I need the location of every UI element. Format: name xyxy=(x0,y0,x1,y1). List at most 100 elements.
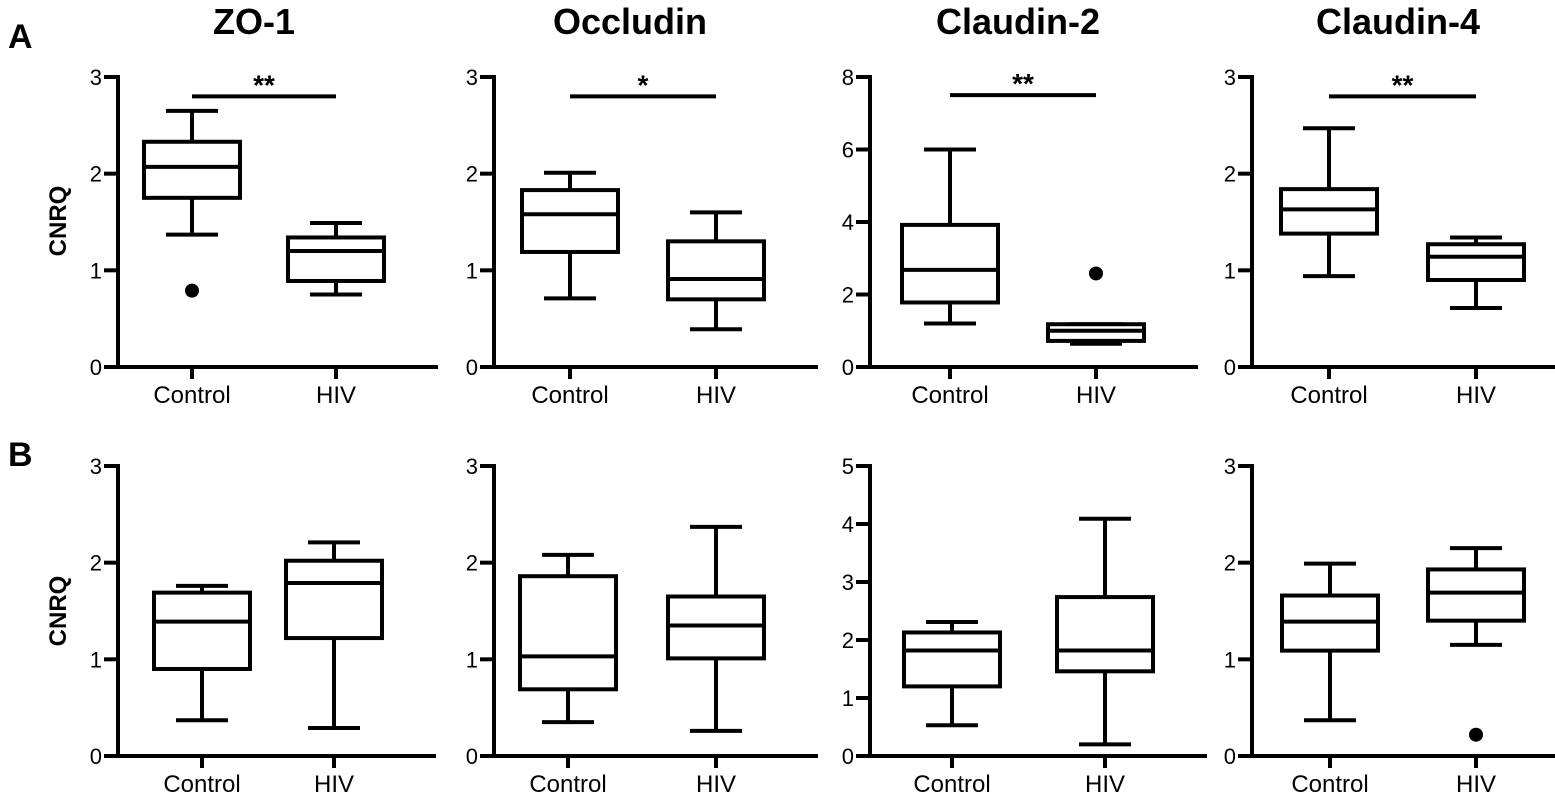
outlier-point xyxy=(1469,727,1483,742)
iqr-box xyxy=(284,558,384,641)
x-tick-label: Control xyxy=(1290,382,1367,409)
iqr-box xyxy=(142,139,242,200)
x-tick-label: HIV xyxy=(316,382,356,409)
y-tick-label: 1 xyxy=(1224,258,1236,283)
y-tick-label: 3 xyxy=(1224,65,1236,90)
box-hiv: HIV xyxy=(1426,546,1526,798)
x-tick-label: Control xyxy=(911,382,988,409)
y-tick-label: 4 xyxy=(842,210,854,235)
column-title-claudin4: Claudin-4 xyxy=(1316,1,1480,42)
outlier-point xyxy=(185,283,199,298)
y-tick-label: 2 xyxy=(466,551,478,576)
y-tick-label: 0 xyxy=(1224,355,1236,380)
box-control: Control xyxy=(1279,126,1379,409)
iqr-box xyxy=(1426,567,1526,623)
panel-b-claudin-4: 0 1 2 3 Control HIV xyxy=(1224,454,1555,798)
y-tick-label: 0 xyxy=(1224,744,1236,769)
box-hiv: HIV xyxy=(666,210,766,409)
y-tick-label: 0 xyxy=(842,744,854,769)
box-hiv: HIV xyxy=(284,540,384,798)
y-tick-label: 3 xyxy=(1224,454,1236,479)
significance-label: ** xyxy=(1012,68,1034,99)
row-label-b: B xyxy=(8,436,33,474)
y-tick-label: 3 xyxy=(90,65,102,90)
panels: 0 1 2 3 Control HIV ** 0 1 2 3 Control HIV * 0 2 4 6 8 Cont… xyxy=(90,65,1555,798)
y-tick-label: 1 xyxy=(466,647,478,672)
box-control: Control xyxy=(520,170,620,409)
panel-a-claudin-2: 0 2 4 6 8 Control HIV ** xyxy=(842,65,1198,409)
x-tick-label: Control xyxy=(153,382,230,409)
iqr-box xyxy=(152,590,252,672)
y-tick-label: 2 xyxy=(90,551,102,576)
y-tick-label: 0 xyxy=(90,744,102,769)
y-tick-label: 1 xyxy=(90,258,102,283)
iqr-box xyxy=(518,574,618,692)
y-tick-label: 1 xyxy=(842,686,854,711)
y-tick-label: 2 xyxy=(842,628,854,653)
y-tick-label: 2 xyxy=(90,162,102,187)
y-tick-label: 1 xyxy=(90,647,102,672)
significance-label: ** xyxy=(1392,69,1414,100)
iqr-box xyxy=(1055,595,1155,674)
column-title-claudin2: Claudin-2 xyxy=(936,1,1100,42)
x-tick-label: Control xyxy=(529,771,606,798)
y-tick-label: 0 xyxy=(466,355,478,380)
box-control: Control xyxy=(1280,561,1380,798)
panel-b-occludin: 0 1 2 3 Control HIV xyxy=(466,454,818,798)
box-control: Control xyxy=(902,620,1002,798)
box-hiv: HIV xyxy=(286,220,386,409)
y-tick-label: 3 xyxy=(466,65,478,90)
y-tick-label: 2 xyxy=(466,162,478,187)
y-tick-label: 8 xyxy=(842,65,854,90)
x-tick-label: Control xyxy=(163,771,240,798)
y-tick-label: 0 xyxy=(466,744,478,769)
box-control: Control xyxy=(900,147,1000,409)
box-hiv: HIV xyxy=(1046,266,1146,409)
y-tick-label: 0 xyxy=(842,355,854,380)
row-label-a: A xyxy=(8,18,33,56)
y-tick-label: 2 xyxy=(1224,162,1236,187)
box-control: Control xyxy=(142,108,242,409)
panel-a-zo-1: 0 1 2 3 Control HIV ** xyxy=(90,65,438,409)
outlier-point xyxy=(1089,266,1103,281)
box-control: Control xyxy=(518,552,618,798)
x-tick-label: HIV xyxy=(314,771,354,798)
y-tick-label: 6 xyxy=(842,138,854,163)
x-tick-label: Control xyxy=(1291,771,1368,798)
x-tick-label: HIV xyxy=(696,771,736,798)
box-hiv: HIV xyxy=(1055,516,1155,798)
iqr-box xyxy=(286,235,386,283)
y-tick-label: 2 xyxy=(842,283,854,308)
box-hiv: HIV xyxy=(666,524,766,798)
panel-b-claudin-2: 0 1 2 3 4 5 Control HIV xyxy=(842,454,1207,798)
panel-a-occludin: 0 1 2 3 Control HIV * xyxy=(466,65,818,409)
y-tick-label: 1 xyxy=(466,258,478,283)
column-title-occludin: Occludin xyxy=(553,1,707,42)
y-tick-label: 3 xyxy=(466,454,478,479)
x-tick-label: HIV xyxy=(1085,771,1125,798)
x-tick-label: HIV xyxy=(1076,382,1116,409)
x-tick-label: HIV xyxy=(1456,382,1496,409)
iqr-box xyxy=(666,239,766,302)
panel-a-claudin-4: 0 1 2 3 Control HIV ** xyxy=(1224,65,1555,409)
significance-label: * xyxy=(638,69,649,100)
x-tick-label: HIV xyxy=(1456,771,1496,798)
significance-label: ** xyxy=(253,69,275,100)
x-tick-label: HIV xyxy=(696,382,736,409)
iqr-box xyxy=(1426,242,1526,283)
y-tick-label: 0 xyxy=(90,355,102,380)
y-tick-label: 3 xyxy=(842,570,854,595)
column-title-zo1: ZO-1 xyxy=(213,1,295,42)
iqr-box xyxy=(902,630,1002,689)
x-tick-label: Control xyxy=(913,771,990,798)
y-axis-label-row-a: CNRQ xyxy=(45,186,72,257)
panel-b-zo-1: 0 1 2 3 Control HIV xyxy=(90,454,436,798)
iqr-box xyxy=(900,222,1000,305)
y-tick-label: 1 xyxy=(1224,647,1236,672)
y-tick-label: 3 xyxy=(90,454,102,479)
iqr-box xyxy=(520,188,620,254)
box-control: Control xyxy=(152,583,252,798)
y-tick-label: 2 xyxy=(1224,551,1236,576)
y-axis-label-row-b: CNRQ xyxy=(45,576,72,647)
